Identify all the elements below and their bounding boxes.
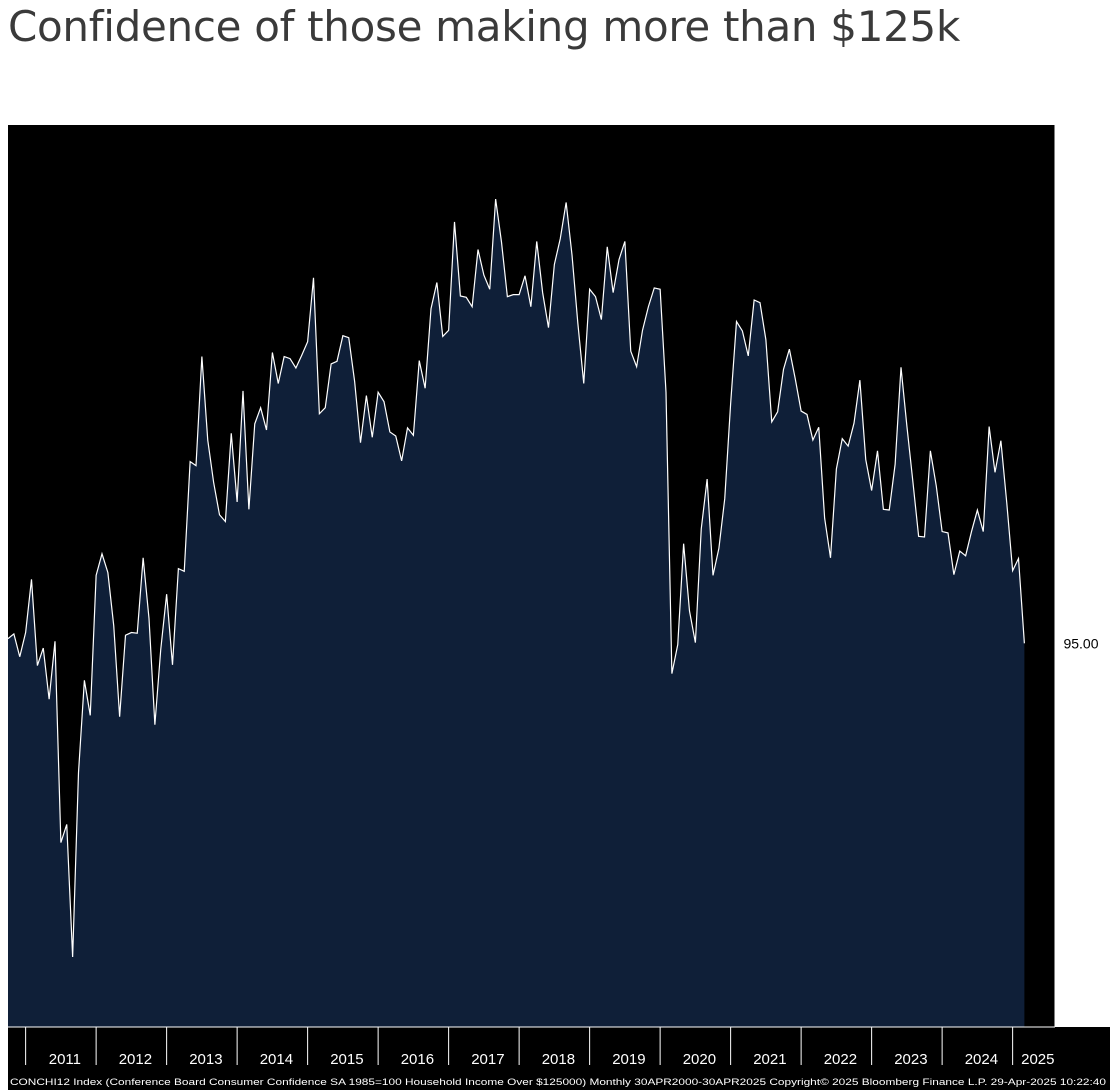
- y-tick-label: 80: [1064, 736, 1080, 752]
- y-tick-label: 140: [1064, 332, 1088, 348]
- x-tick-label: 2011: [49, 1051, 81, 1068]
- x-tick-label: 2016: [401, 1051, 434, 1068]
- x-tick-label: 2013: [189, 1051, 222, 1068]
- x-tick-label: 2020: [683, 1051, 716, 1068]
- x-tick-label: 2019: [612, 1051, 645, 1068]
- x-tick-label: 2022: [824, 1051, 857, 1068]
- x-axis: 2011 2012 2013 2014 2015 2016 2017 2018 2019 2020…: [25, 1027, 1055, 1068]
- series-line: [8, 198, 1025, 958]
- x-tick-label: 2017: [471, 1051, 504, 1068]
- x-tick-label: 2014: [260, 1051, 293, 1068]
- y-tick-label: 40: [1064, 1006, 1080, 1022]
- y-tick-label: 100: [1064, 602, 1088, 618]
- chart-container: 40 60 80 100 120 140 160 2011 2012 2013 2014 2015 2…: [8, 125, 1110, 1090]
- x-axis-band: [8, 1027, 1110, 1090]
- x-tick-label: 2015: [330, 1051, 363, 1068]
- x-tick-label: 2021: [753, 1051, 786, 1068]
- area-layer: [8, 198, 1025, 1027]
- x-tick-label: 2025: [1021, 1051, 1054, 1068]
- chart-footer: CONCHI12 Index (Conference Board Consume…: [10, 1077, 1106, 1087]
- x-tick-label: 2023: [894, 1051, 927, 1068]
- y-tick-label: 60: [1064, 871, 1080, 887]
- last-value-box: [1054, 632, 1108, 654]
- y-axis: 40 60 80 100 120 140 160: [1055, 137, 1088, 1022]
- last-value-marker: 95.00: [1054, 632, 1108, 654]
- x-tick-label: 2024: [965, 1051, 998, 1068]
- y-tick-label: 120: [1064, 467, 1088, 483]
- page-title: Confidence of those making more than $12…: [8, 2, 961, 51]
- last-value-label: 95.00: [1063, 635, 1098, 651]
- x-tick-label: 2018: [542, 1051, 575, 1068]
- y-tick-label: 160: [1064, 198, 1088, 214]
- x-tick-label: 2012: [119, 1051, 152, 1068]
